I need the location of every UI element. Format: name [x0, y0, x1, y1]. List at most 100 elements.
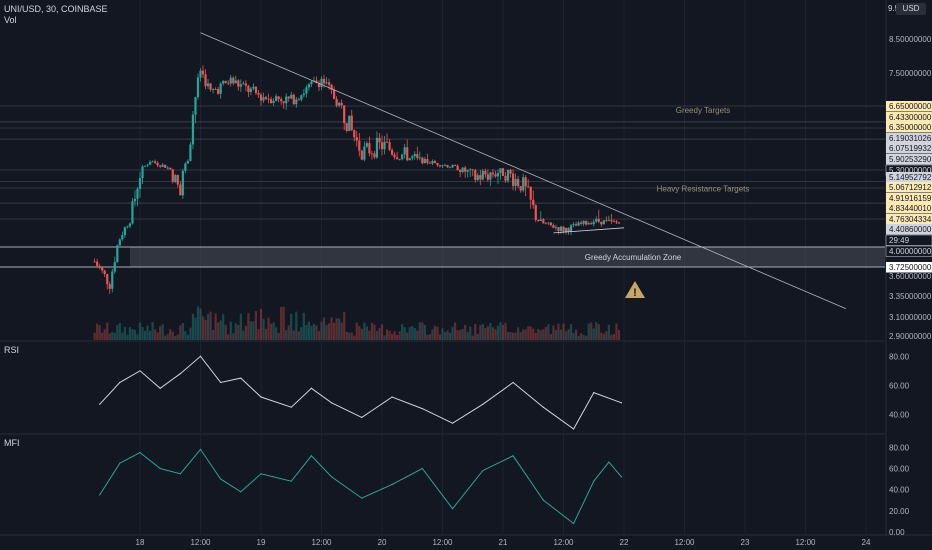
- candle-body: [595, 218, 598, 222]
- volume-bar: [138, 322, 142, 340]
- volume-bar: [451, 326, 454, 340]
- volume-bar: [524, 329, 527, 340]
- candle-body: [511, 173, 515, 186]
- trendline: [200, 32, 846, 309]
- volume-bar: [426, 334, 429, 340]
- volume-bar: [469, 326, 472, 340]
- rsi-line: [99, 355, 622, 430]
- volume-bar: [592, 328, 595, 340]
- mfi-point: [119, 462, 121, 464]
- price-label-bg: [886, 262, 932, 273]
- candle-body: [373, 153, 376, 158]
- mfi-label: MFI: [4, 438, 20, 448]
- volume-bar: [549, 334, 552, 340]
- mfi-point: [139, 451, 141, 454]
- volume-bar: [262, 318, 265, 340]
- candle-body: [559, 226, 563, 231]
- mfi-tick-label: 40.00: [889, 486, 910, 495]
- volume-bar: [499, 322, 502, 340]
- volume-bar: [128, 326, 132, 340]
- volume-bar: [277, 333, 280, 340]
- rsi-point: [159, 387, 161, 389]
- volume-bar: [199, 308, 202, 340]
- price-label: 5.06712912: [886, 182, 932, 193]
- volume-bar: [280, 306, 283, 340]
- candle-body: [254, 86, 258, 93]
- candle-body: [335, 98, 338, 106]
- volume-bar: [123, 326, 126, 340]
- volume-bar: [169, 329, 172, 340]
- candle-body: [428, 162, 431, 164]
- candle-body: [600, 221, 603, 225]
- candle-body: [539, 219, 542, 221]
- volume-bar: [519, 332, 522, 340]
- price-label-bg: [886, 224, 932, 235]
- volume-bar: [585, 335, 588, 340]
- candle-body: [421, 157, 424, 164]
- volume-bar: [186, 335, 189, 340]
- candle-body: [592, 221, 595, 225]
- volume-bar: [154, 329, 157, 340]
- volume-bar: [234, 323, 237, 340]
- candle-body: [282, 101, 285, 104]
- rsi-tick-label: 40.00: [889, 410, 910, 419]
- volume-bar: [522, 329, 525, 340]
- candle-body: [184, 163, 187, 171]
- volume-bar: [113, 332, 116, 340]
- volume-bar: [345, 331, 348, 340]
- volume-bar: [264, 328, 268, 340]
- price-label: 4.00000000: [885, 245, 932, 257]
- candle-body: [476, 175, 479, 180]
- volume-bar: [290, 313, 293, 340]
- price-label-text: 5.14952792: [889, 173, 932, 182]
- candle-body: [148, 161, 152, 165]
- volume-bar: [552, 325, 555, 340]
- volume-bar: [474, 323, 477, 340]
- volume-bar: [219, 320, 222, 340]
- candle-body: [605, 220, 608, 222]
- volume-bar: [411, 326, 414, 340]
- volume-bar: [476, 334, 479, 340]
- volume-bar: [244, 325, 247, 340]
- candle-body: [423, 159, 426, 164]
- volume-bar: [141, 327, 144, 340]
- mfi-point: [260, 473, 262, 475]
- volume-bar: [282, 306, 285, 340]
- volume-bar: [285, 330, 288, 340]
- accumulation-zone: [130, 247, 885, 267]
- volume-bar: [254, 311, 258, 340]
- price-label-text: 4.00000000: [889, 247, 932, 256]
- volume-bar: [143, 330, 147, 340]
- rsi-point: [290, 406, 292, 408]
- mfi-point: [361, 497, 363, 499]
- currency-badge[interactable]: USD: [896, 3, 926, 15]
- currency-label: USD: [902, 4, 920, 13]
- warning-icon: !: [625, 281, 645, 299]
- volume-bar: [297, 331, 300, 340]
- volume-bar: [471, 335, 474, 340]
- mfi-line: [99, 448, 622, 525]
- annotation-label: Heavy Resistance Targets: [657, 185, 750, 194]
- volume-bar: [302, 312, 305, 340]
- rsi-point: [240, 377, 242, 379]
- candle-body: [143, 165, 147, 167]
- volume-bar: [494, 329, 497, 340]
- candle-body: [131, 201, 134, 224]
- volume-bar: [416, 330, 419, 340]
- mfi-point: [451, 508, 454, 510]
- volume-bar: [222, 314, 225, 340]
- price-label: 4.83440010: [886, 203, 932, 214]
- price-label-text: 29:49: [889, 236, 910, 245]
- volume-bar: [517, 327, 520, 340]
- volume-bar: [116, 325, 119, 340]
- time-tick-label: 12:00: [311, 538, 332, 547]
- volume-bar: [317, 330, 321, 340]
- volume-bar: [378, 328, 381, 340]
- time-tick-label: 21: [499, 538, 508, 547]
- volume-bar: [292, 330, 295, 340]
- price-label-bg: [886, 193, 932, 204]
- candle-body: [413, 154, 416, 157]
- candle-body: [509, 169, 512, 174]
- candle-body: [537, 219, 540, 221]
- candle-body: [426, 159, 429, 163]
